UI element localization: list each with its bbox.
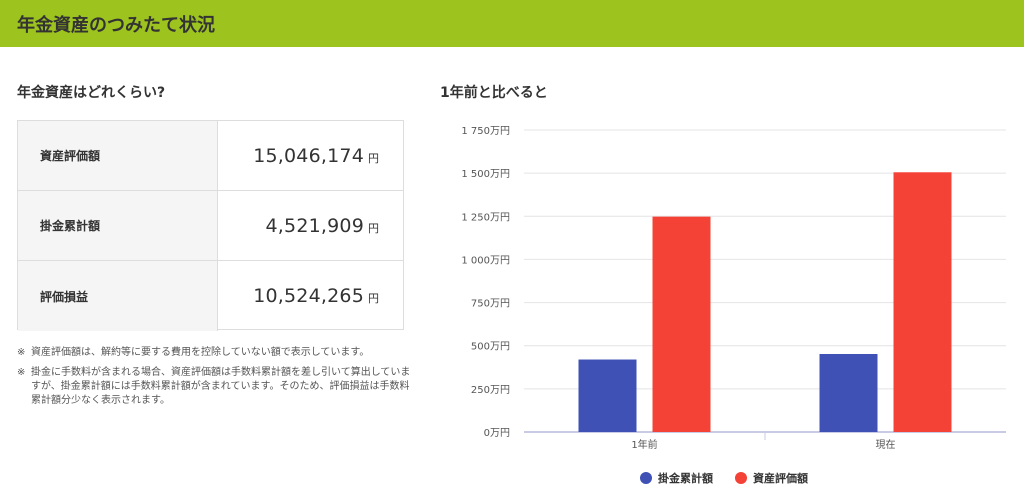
summary-row-value: 4,521,909 円 <box>218 191 403 260</box>
summary-value-number: 4,521,909 <box>265 214 364 237</box>
summary-table: 資産評価額 15,046,174 円 掛金累計額 4,521,909 円 評価損… <box>17 120 404 331</box>
x-tick-label: 1年前 <box>631 438 657 451</box>
note-text: 資産評価額は、解約等に要する費用を控除していない額で表示しています。 <box>31 347 370 358</box>
summary-section-title: 年金資産はどれくらい? <box>17 85 166 101</box>
y-tick-label: 750万円 <box>471 299 510 310</box>
summary-value-unit: 円 <box>368 151 379 165</box>
summary-row: 評価損益 10,524,265 円 <box>18 261 403 331</box>
legend-item: 資産評価額 <box>735 470 808 486</box>
summary-value-number: 15,046,174 <box>253 144 364 167</box>
summary-value-number: 10,524,265 <box>253 285 364 307</box>
page-title: 年金資産のつみたて状況 <box>17 14 215 36</box>
y-tick-label: 1 500万円 <box>461 169 510 180</box>
summary-row-value: 10,524,265 円 <box>218 261 403 331</box>
y-tick-label: 250万円 <box>471 385 510 396</box>
legend-dot-icon <box>640 472 652 484</box>
note-mark: ※ <box>17 367 26 378</box>
x-tick-label: 現在 <box>876 439 896 451</box>
summary-row-label: 資産評価額 <box>18 121 218 190</box>
bar <box>893 172 952 432</box>
chart-section-title: 1年前と比べると <box>440 85 548 101</box>
note-text: 掛金に手数料が含まれる場合、資産評価額は手数料累計額を差し引いて算出していますが… <box>31 367 411 406</box>
summary-value-unit: 円 <box>368 292 379 305</box>
chart-legend: 掛金累計額 資産評価額 <box>640 470 830 486</box>
bar <box>578 359 637 432</box>
y-tick-label: 500万円 <box>471 342 510 353</box>
summary-row-label: 評価損益 <box>18 261 218 331</box>
y-tick-label: 1 250万円 <box>461 212 510 223</box>
chart-svg: 0万円 250万円 500万円 750万円 1 000万円 1 250万円 1 500万円 1… <box>461 126 1006 451</box>
legend-item: 掛金累計額 <box>640 470 713 486</box>
y-tick-label: 1 000万円 <box>461 255 510 266</box>
notes: ※ 資産評価額は、解約等に要する費用を控除していない額で表示しています。 ※ 掛… <box>17 346 412 414</box>
comparison-chart: 0万円 250万円 500万円 750万円 1 000万円 1 250万円 1 500万円 1… <box>440 110 1024 486</box>
legend-dot-icon <box>735 472 747 484</box>
y-tick-label: 1 750万円 <box>461 126 510 137</box>
summary-row-label: 掛金累計額 <box>18 191 218 260</box>
note-item: ※ 資産評価額は、解約等に要する費用を控除していない額で表示しています。 <box>17 346 412 360</box>
summary-row: 掛金累計額 4,521,909 円 <box>18 191 403 261</box>
y-tick-label: 0万円 <box>484 428 510 439</box>
bar <box>652 216 711 432</box>
note-mark: ※ <box>17 347 26 358</box>
summary-row: 資産評価額 15,046,174 円 <box>18 121 403 191</box>
summary-value-unit: 円 <box>368 221 379 235</box>
page-header: 年金資産のつみたて状況 <box>0 0 1024 47</box>
legend-label: 掛金累計額 <box>658 472 713 485</box>
summary-row-value: 15,046,174 円 <box>218 121 403 190</box>
note-item: ※ 掛金に手数料が含まれる場合、資産評価額は手数料累計額を差し引いて算出していま… <box>17 366 412 408</box>
bar <box>819 353 878 432</box>
legend-label: 資産評価額 <box>753 472 808 485</box>
